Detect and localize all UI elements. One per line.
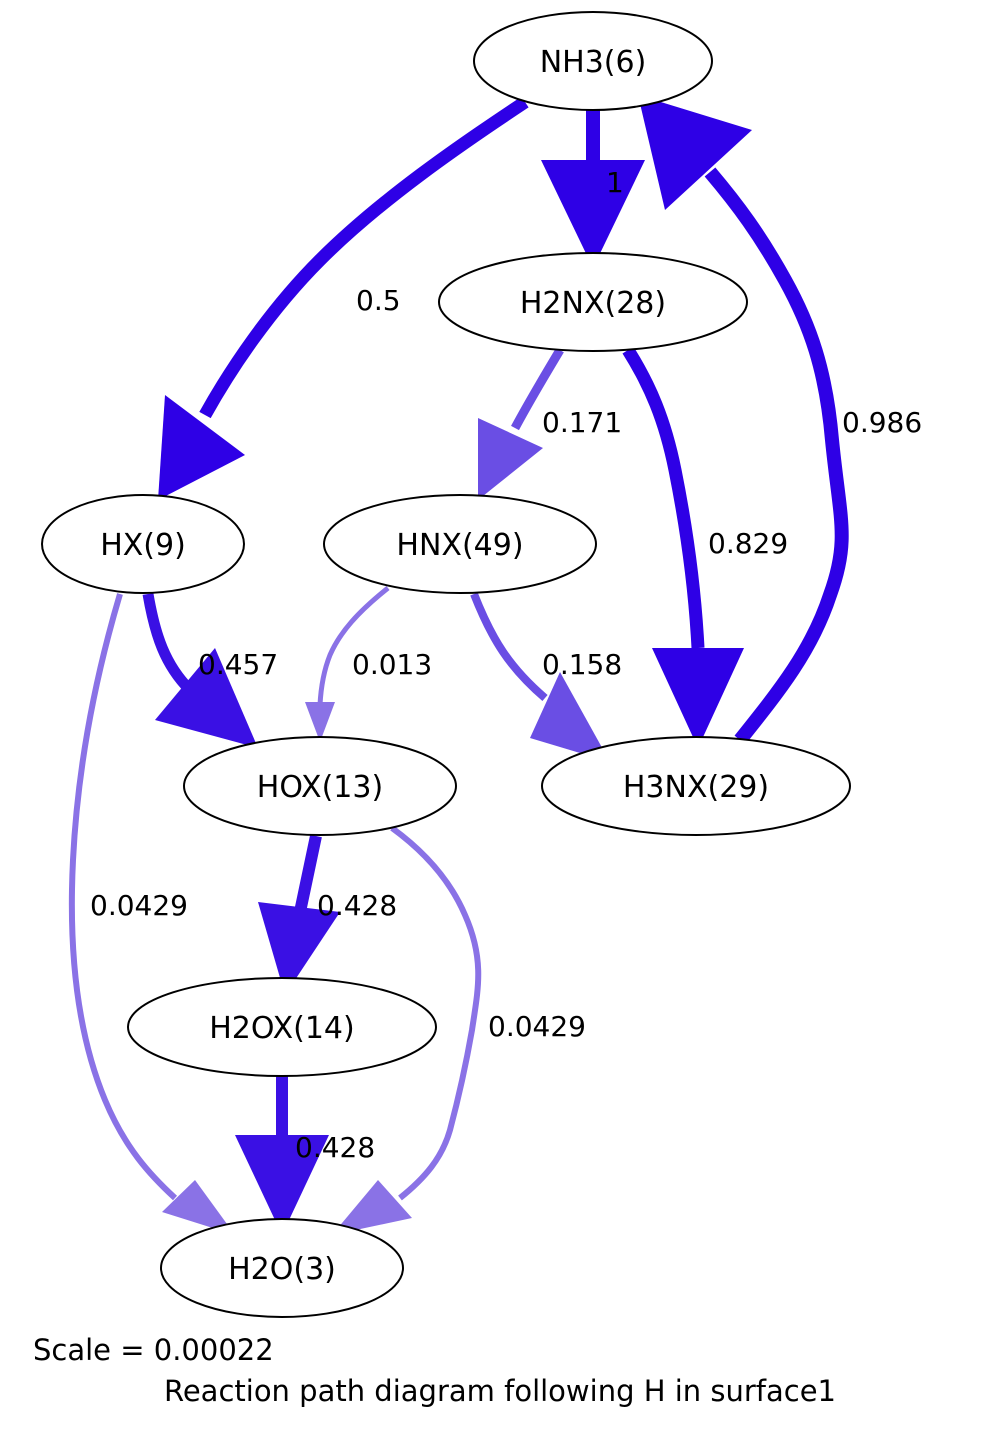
edge-hox-to-h2ox — [258, 834, 340, 995]
edge-label-hox-to-h2ox: 0.428 — [317, 889, 397, 922]
node-label-h2ox: H2OX(14) — [209, 1011, 354, 1046]
edge-label-h2nx-to-h3nx: 0.829 — [708, 527, 788, 560]
edge-hnx-to-h3nx — [470, 592, 610, 762]
node-label-hox: HOX(13) — [257, 770, 383, 805]
edge-hnx-to-hox — [305, 586, 390, 742]
node-h2o: H2O(3) — [160, 1218, 404, 1318]
edge-label-hx-to-hox: 0.457 — [198, 648, 278, 681]
edge-hx-to-hox — [142, 593, 258, 748]
edge-label-hox-to-h2o: 0.0429 — [488, 1010, 586, 1043]
node-h2ox: H2OX(14) — [127, 977, 437, 1077]
edge-label-hnx-to-hox: 0.013 — [352, 648, 432, 681]
edge-label-nh3-to-hx: 0.5 — [356, 284, 401, 317]
edge-h2nx-to-h3nx — [622, 346, 744, 748]
node-hox: HOX(13) — [183, 736, 457, 836]
edge-label-h2ox-to-h2o: 0.428 — [295, 1131, 375, 1164]
node-hx: HX(9) — [41, 494, 245, 594]
node-label-nh3: NH3(6) — [540, 45, 647, 80]
node-label-h3nx: H3NX(29) — [623, 770, 769, 805]
diagram-title: Reaction path diagram following H in sur… — [164, 1374, 836, 1408]
edge-label-hx-to-h2o: 0.0429 — [90, 889, 188, 922]
edge-label-h3nx-to-nh3: 0.986 — [842, 406, 922, 439]
node-hnx: HNX(49) — [323, 494, 597, 594]
node-h3nx: H3NX(29) — [541, 736, 851, 836]
node-label-h2o: H2O(3) — [228, 1252, 336, 1287]
edge-nh3-to-hx — [158, 96, 529, 500]
edge-hx-to-h2o — [68, 593, 235, 1235]
edge-nh3-to-h2nx — [541, 110, 645, 268]
edge-h2nx-to-hnx — [478, 347, 564, 500]
node-label-h2nx: H2NX(28) — [520, 286, 666, 321]
edge-label-hnx-to-h3nx: 0.158 — [542, 648, 622, 681]
node-h2nx: H2NX(28) — [438, 252, 748, 352]
edge-hox-to-h2o — [332, 825, 482, 1235]
edge-h2ox-to-h2o — [235, 1076, 329, 1235]
edge-label-h2nx-to-hnx: 0.171 — [542, 406, 622, 439]
edge-h3nx-to-nh3 — [638, 95, 849, 745]
node-label-hx: HX(9) — [100, 528, 186, 563]
node-nh3: NH3(6) — [473, 11, 713, 111]
node-label-hnx: HNX(49) — [396, 528, 523, 563]
edge-label-nh3-to-h2nx: 1 — [606, 166, 624, 199]
scale-caption: Scale = 0.00022 — [33, 1333, 274, 1367]
